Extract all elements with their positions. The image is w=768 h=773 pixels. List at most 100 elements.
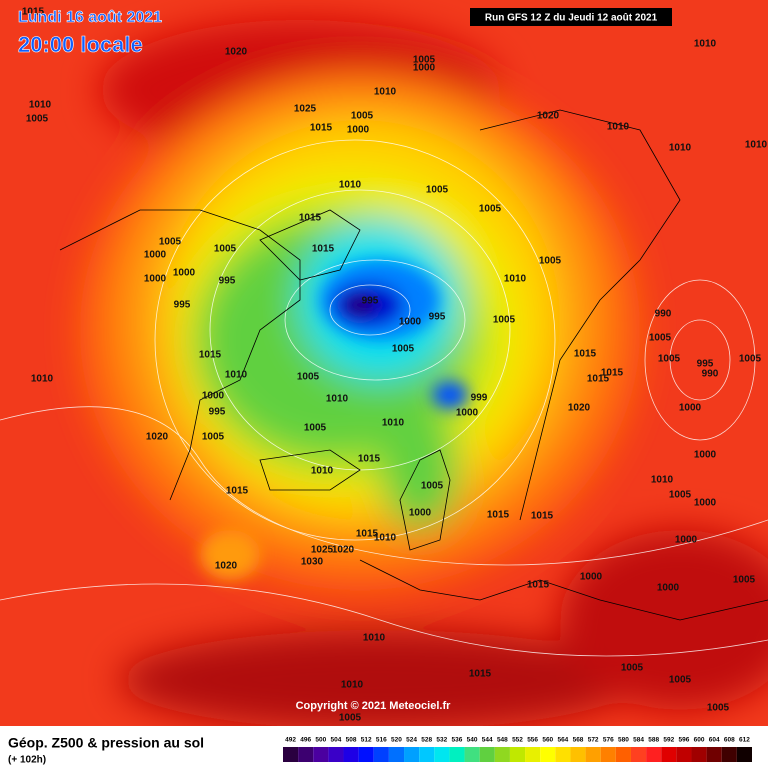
isobar-label: 1010 [31,374,54,385]
scale-swatch [328,747,344,762]
isobar-label: 1010 [339,180,362,191]
isobar-label: 1010 [745,140,768,151]
run-info: Run GFS 12 Z du Jeudi 12 août 2021 [485,13,658,24]
scale-label: 552 [512,737,523,744]
isobar-label: 990 [702,369,719,380]
scale-swatch [358,747,374,762]
isobar-label: 1010 [363,633,386,644]
scale-label: 536 [452,737,463,744]
isobar-label: 1015 [226,486,249,497]
isobar-label: 1005 [297,372,320,383]
isobar-label: 1005 [413,55,436,66]
scale-label: 584 [633,737,644,744]
scale-swatch [464,747,480,762]
isobar-label: 1015 [487,510,510,521]
scale-label: 548 [497,737,508,744]
scale-swatch [419,747,435,762]
scale-label: 604 [709,737,720,744]
copyright: Copyright © 2021 Meteociel.fr [296,700,452,712]
isobar-label: 1030 [301,557,324,568]
isobar-label: 999 [471,393,488,404]
isobar-label: 1015 [531,511,554,522]
isobar-label: 1010 [311,466,334,477]
scale-swatch [509,747,526,762]
scale-label: 596 [678,737,689,744]
isobar-label: 1005 [493,315,516,326]
scale-label: 508 [346,737,357,744]
color-scale: 492 496 500 504 508 512 516 520 524 528 532 536 540 5… [283,737,752,762]
isobar-label: 1010 [374,87,397,98]
scale-swatch [343,747,359,762]
scale-swatch [721,747,737,762]
isobar-label: 995 [697,359,714,370]
isobar-label: 1005 [649,333,672,344]
scale-swatch [373,747,389,762]
isobar-label: 1005 [669,675,692,686]
scale-swatch [388,747,405,762]
isobar-labels: 1015102010101005100510001010102510151005… [22,7,768,724]
isobar-label: 1015 [356,529,379,540]
scale-label: 564 [557,737,568,744]
scale-label: 556 [527,737,538,744]
scale-label: 496 [300,737,311,744]
scale-label: 588 [648,737,659,744]
isobar-label: 1010 [607,122,630,133]
scale-label: 524 [406,737,417,744]
scale-swatch [434,747,450,762]
isobar-label: 1005 [669,490,692,501]
isobar-label: 1015 [199,350,222,361]
isobar-label: 1015 [312,244,335,255]
scale-label: 568 [573,737,584,744]
isobar-label: 1000 [347,125,370,136]
isobar-label: 1010 [326,394,349,405]
field [0,0,768,730]
scale-swatch [404,747,420,762]
isobar-label: 1025 [294,104,317,115]
scale-label: 492 [285,737,296,744]
isobar-label: 1010 [29,100,52,111]
isobar-label: 1015 [22,7,45,18]
isobar-label: 995 [209,407,226,418]
scale-label: 560 [542,737,553,744]
isobar-label: 1005 [351,111,374,122]
scale-label: 572 [588,737,599,744]
isobar-label: 995 [174,300,191,311]
scale-label: 532 [436,737,447,744]
scale-label: 528 [421,737,432,744]
isobar-label: 1010 [225,370,248,381]
isobar-label: 1015 [299,213,322,224]
scale-swatch [298,747,314,762]
isobar-label: 1010 [374,533,397,544]
isobar-label: 1000 [456,408,479,419]
isobar-label: 1005 [202,432,225,443]
isobar-label: 1000 [202,391,225,402]
isobar-label: 1020 [537,111,560,122]
isobar-label: 1005 [339,713,362,724]
isobar-label: 1010 [651,475,674,486]
isobar-label: 1020 [332,545,355,556]
scale-swatch [585,747,601,762]
isobar-label: 1010 [504,274,527,285]
isobar-label: 1005 [304,423,327,434]
run-box [470,8,672,26]
isobar-label: 1015 [574,349,597,360]
scale-swatch [540,747,556,762]
scale-swatch [736,747,752,762]
isobar-label: 1010 [382,418,405,429]
isobar-label: 1005 [392,344,415,355]
scale-swatch [661,747,677,762]
scale-swatch [615,747,631,762]
isobar-label: 1000 [675,535,698,546]
isobar-label: 1020 [215,561,238,572]
scale-swatch [570,747,586,762]
isobar-label: 1005 [26,114,49,125]
scale-label: 600 [694,737,705,744]
scale-swatch [691,747,707,762]
isobar-label: 1005 [421,481,444,492]
isobar-label: 1000 [413,63,436,74]
scale-swatch [600,747,616,762]
isobar-label: 1005 [479,204,502,215]
scale-swatch [283,747,299,762]
isobar-label: 1015 [310,123,333,134]
